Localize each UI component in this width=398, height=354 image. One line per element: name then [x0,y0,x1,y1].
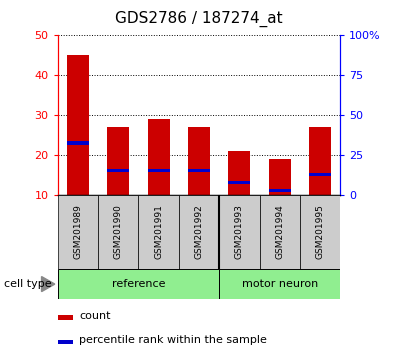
Polygon shape [41,276,55,292]
Bar [67,141,89,144]
Text: GDS2786 / 187274_at: GDS2786 / 187274_at [115,11,283,27]
Bar [228,181,250,184]
Text: GSM201994: GSM201994 [275,205,284,259]
Bar [148,119,170,195]
Text: cell type: cell type [4,279,52,289]
Bar [98,195,139,269]
Text: GSM201989: GSM201989 [73,204,82,259]
Text: count: count [79,311,110,321]
Bar [58,339,73,344]
Bar [188,127,210,195]
Text: reference: reference [112,279,165,289]
Bar [58,315,73,320]
Bar [58,269,219,299]
Bar [148,169,170,172]
Bar [188,169,210,172]
Bar [58,195,98,269]
Text: percentile rank within the sample: percentile rank within the sample [79,335,267,345]
Bar [107,127,129,195]
Bar [228,151,250,195]
Text: GSM201993: GSM201993 [235,204,244,259]
Bar [309,127,331,195]
Bar [269,189,291,192]
Text: motor neuron: motor neuron [242,279,318,289]
Text: GSM201991: GSM201991 [154,204,163,259]
Bar [259,195,300,269]
Bar [219,269,340,299]
Bar [300,195,340,269]
Bar [219,195,259,269]
Bar [67,55,89,195]
Bar [269,159,291,195]
Bar [139,195,179,269]
Text: GSM201995: GSM201995 [316,204,325,259]
Bar [107,169,129,172]
Bar [309,173,331,176]
Text: GSM201990: GSM201990 [114,204,123,259]
Text: GSM201992: GSM201992 [195,205,203,259]
Bar [179,195,219,269]
